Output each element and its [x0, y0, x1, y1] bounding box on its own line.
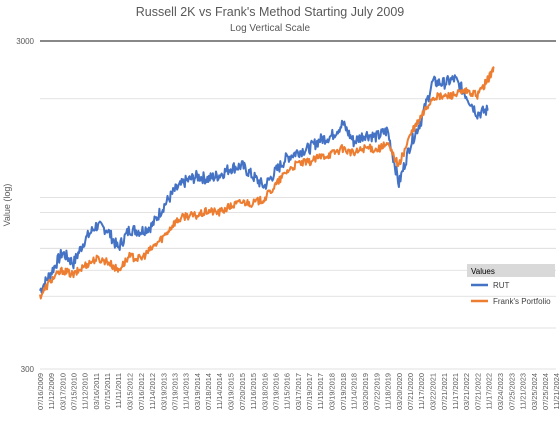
x-tick-label: 03/17/2017 [294, 373, 303, 410]
y-tick-labels: 3000 300 [16, 37, 34, 374]
x-tick-label: 03/19/2018 [328, 373, 337, 410]
x-tick-label: 11/21/2023 [518, 373, 527, 409]
x-tick-label: 03/25/2024 [530, 373, 539, 410]
chart-subtitle: Log Vertical Scale [230, 23, 310, 34]
x-tick-label: 03/20/2020 [395, 373, 404, 410]
x-tick-label: 03/18/2016 [260, 373, 269, 410]
x-tick-label: 11/18/2019 [384, 373, 393, 409]
x-tick-label: 03/16/2011 [92, 373, 101, 409]
series-line-rut [39, 74, 489, 294]
x-tick-label: 11/16/2015 [249, 373, 258, 409]
x-tick-label: 11/12/2010 [81, 373, 90, 409]
x-tick-label: 07/18/2014 [204, 373, 213, 410]
x-tick-label: 11/17/2020 [417, 373, 426, 409]
grid-lines [40, 40, 556, 370]
x-tick-label: 11/11/2011 [114, 373, 123, 408]
x-tick-label: 03/15/2012 [126, 373, 135, 410]
x-tick-label: 07/16/2012 [137, 373, 146, 410]
x-tick-label: 03/24/2023 [496, 373, 505, 410]
x-tick-label: 03/19/2015 [227, 373, 236, 410]
x-tick-label: 07/19/2013 [171, 373, 180, 410]
series-line-franks-portfolio [39, 66, 495, 300]
x-tick-label: 11/15/2017 [316, 373, 325, 409]
x-tick-label: 07/19/2018 [339, 373, 348, 410]
x-tick-label: 07/16/2009 [36, 373, 45, 410]
x-tick-label: 11/12/2009 [47, 373, 56, 409]
x-tick-label: 07/22/2019 [373, 373, 382, 410]
x-tick-label: 11/14/2013 [182, 373, 191, 409]
x-tick-label: 03/19/2013 [160, 373, 169, 410]
x-tick-label: 11/15/2016 [283, 373, 292, 409]
x-tick-label: 03/17/2010 [58, 373, 67, 410]
x-tick-label: 11/17/2022 [484, 373, 493, 409]
x-tick-label: 07/15/2010 [69, 373, 78, 410]
y-tick-label: 3000 [16, 37, 34, 46]
x-tick-label: 07/19/2017 [305, 373, 314, 410]
x-tick-label: 03/22/2021 [429, 373, 438, 410]
x-tick-label: 03/20/2019 [361, 373, 370, 410]
legend-title: Values [471, 267, 495, 276]
x-tick-label: 07/21/2021 [440, 373, 449, 410]
x-tick-label: 07/15/2011 [103, 373, 112, 409]
legend-label-franks-portfolio: Frank's Portfolio [493, 297, 551, 306]
x-tick-label: 11/17/2021 [451, 373, 460, 409]
x-tick-label: 11/21/2024 [552, 373, 560, 409]
x-tick-label: 07/21/2020 [406, 373, 415, 410]
x-tick-label: 07/19/2016 [272, 373, 281, 410]
legend-header-bg [467, 264, 555, 277]
x-tick-label: 07/25/2023 [507, 373, 516, 410]
x-tick-label: 07/21/2022 [473, 373, 482, 410]
x-tick-label: 07/20/2015 [238, 373, 247, 410]
legend-label-rut: RUT [493, 281, 510, 290]
x-tick-label: 11/14/2018 [350, 373, 359, 409]
x-tick-label: 07/25/2024 [541, 373, 550, 410]
x-tick-label: 03/19/2014 [193, 373, 202, 410]
x-tick-label: 11/14/2014 [215, 373, 224, 409]
series-lines [39, 66, 495, 300]
chart-title: Russell 2K vs Frank's Method Starting Ju… [136, 5, 405, 19]
x-tick-labels: 07/16/2009 11/12/2009 03/17/2010 07/15/2010… [36, 373, 560, 410]
legend: Values RUT Frank's Portfolio [467, 264, 555, 306]
x-tick-label: 11/14/2012 [148, 373, 157, 409]
y-tick-label: 300 [21, 365, 35, 374]
x-tick-label: 03/21/2022 [462, 373, 471, 410]
y-axis-label: Value (log) [2, 184, 12, 227]
